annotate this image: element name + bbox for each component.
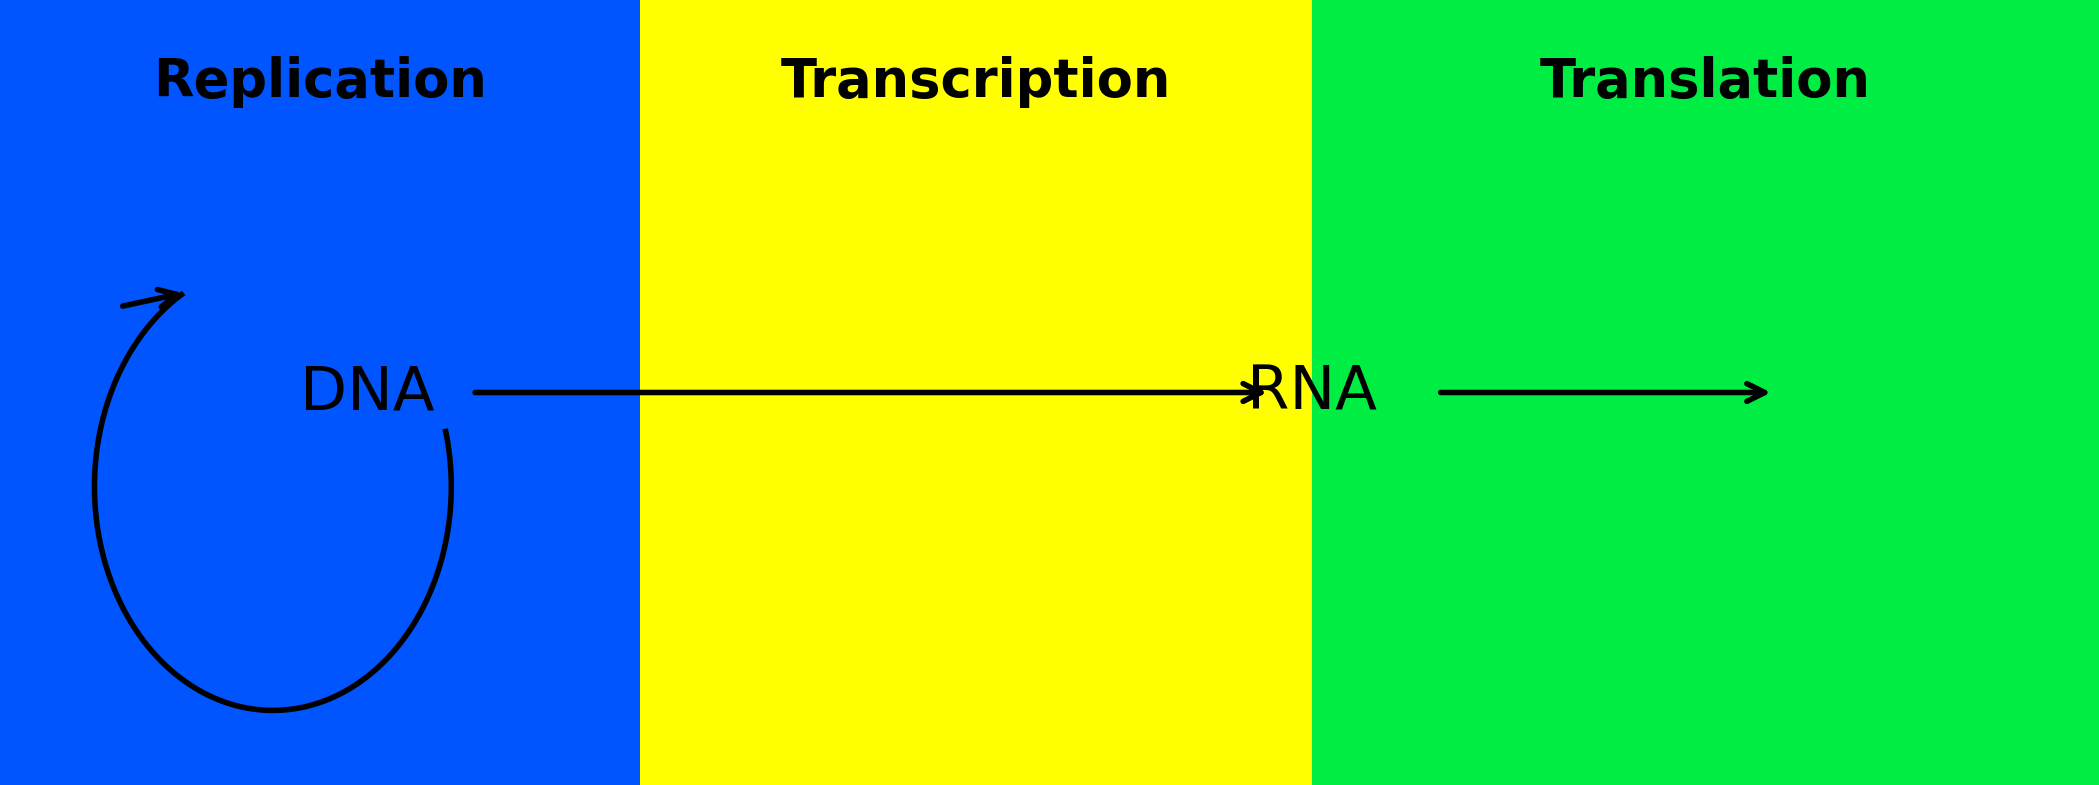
- Text: RNA: RNA: [1247, 363, 1377, 422]
- FancyBboxPatch shape: [640, 0, 1312, 785]
- Text: Transcription: Transcription: [781, 57, 1171, 108]
- Text: Replication: Replication: [153, 57, 487, 108]
- FancyBboxPatch shape: [0, 0, 640, 785]
- Text: Translation: Translation: [1541, 57, 1870, 108]
- FancyBboxPatch shape: [1312, 0, 2099, 785]
- Text: DNA: DNA: [300, 363, 434, 422]
